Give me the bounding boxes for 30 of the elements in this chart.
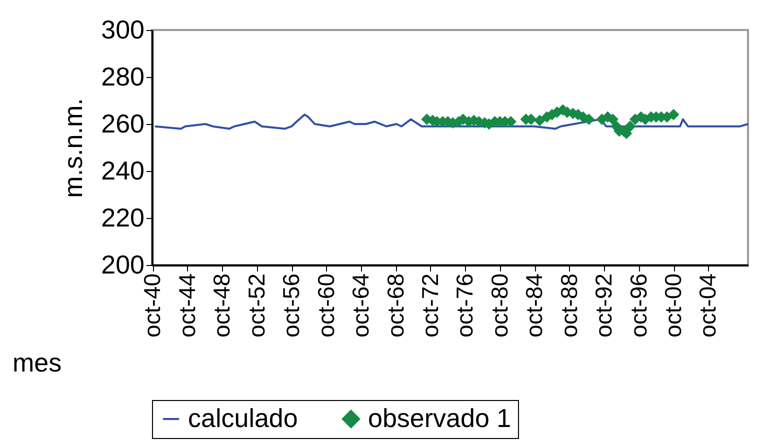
- line-series: [154, 114, 749, 130]
- x-tick-label: oct-64: [348, 273, 374, 338]
- x-tick-label: oct-80: [486, 274, 512, 338]
- x-tick-label: oct-56: [278, 274, 304, 338]
- point: [583, 114, 595, 125]
- y-tick-label: 280: [101, 62, 144, 92]
- y-tick-label: 240: [101, 156, 144, 186]
- x-tick-label: oct-48: [208, 274, 235, 338]
- x-tick-label: oct-92: [590, 274, 617, 338]
- x-tick-label: oct-44: [174, 273, 200, 338]
- x-tick-label: oct-84: [521, 273, 548, 338]
- x-tick-label: oct-72: [416, 274, 443, 338]
- y-tick-label: 220: [101, 202, 144, 232]
- legend-label: calculado: [188, 403, 298, 433]
- x-tick-label: oct-88: [556, 274, 582, 338]
- x-axis-title: mes: [12, 348, 62, 378]
- y-tick-label: 300: [101, 14, 144, 44]
- legend-label: observado 1: [368, 403, 512, 433]
- x-tick-label: oct-76: [452, 274, 478, 338]
- point: [668, 108, 680, 120]
- y-tick-label: 260: [101, 108, 144, 138]
- x-tick-label: oct-96: [625, 274, 652, 338]
- x-tick-label: oct-52: [243, 274, 270, 338]
- x-tick-label: oct-00: [660, 274, 686, 338]
- y-axis-title: m.s.n.m.: [58, 98, 88, 198]
- point: [534, 114, 546, 126]
- x-tick-label: oct-68: [382, 274, 408, 338]
- x-tick-label: oct-04: [694, 273, 721, 338]
- point: [624, 120, 636, 132]
- x-tick-label: oct-60: [312, 274, 339, 338]
